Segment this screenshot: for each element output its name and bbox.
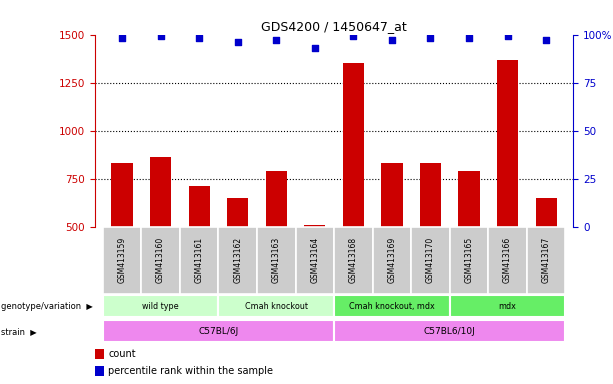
Text: mdx: mdx (498, 302, 517, 311)
Bar (304, 225, 326, 227)
Point (541, 37, 551, 43)
Bar (141, 227, 180, 294)
Bar (150, 157, 171, 227)
Point (387, 37, 397, 43)
Bar (218, 227, 257, 294)
Title: GDS4200 / 1450647_at: GDS4200 / 1450647_at (261, 20, 407, 33)
Text: C57BL/6J: C57BL/6J (198, 327, 238, 336)
Bar (497, 60, 518, 227)
Text: Cmah knockout, mdx: Cmah knockout, mdx (349, 302, 435, 311)
Bar (265, 171, 287, 227)
Point (272, 37, 281, 43)
Point (425, 35, 435, 41)
Bar (257, 227, 295, 294)
Bar (103, 320, 334, 342)
Text: GSM413159: GSM413159 (118, 237, 126, 283)
Text: C57BL6/10J: C57BL6/10J (424, 327, 476, 336)
Text: GSM413165: GSM413165 (465, 237, 474, 283)
Point (117, 35, 127, 41)
Text: GSM413168: GSM413168 (349, 237, 358, 283)
Bar (450, 227, 489, 294)
Bar (95, 349, 104, 359)
Text: Cmah knockout: Cmah knockout (245, 302, 308, 311)
Bar (334, 320, 565, 342)
Text: count: count (109, 349, 136, 359)
Bar (103, 295, 218, 317)
Text: percentile rank within the sample: percentile rank within the sample (109, 366, 273, 376)
Text: GSM413166: GSM413166 (503, 237, 512, 283)
Text: GSM413160: GSM413160 (156, 237, 165, 283)
Point (194, 35, 204, 41)
Bar (536, 198, 557, 227)
Bar (95, 366, 104, 376)
Bar (450, 295, 565, 317)
Text: GSM413167: GSM413167 (542, 237, 550, 283)
Bar (489, 227, 527, 294)
Text: GSM413164: GSM413164 (310, 237, 319, 283)
Text: GSM413162: GSM413162 (233, 237, 242, 283)
Bar (295, 227, 334, 294)
Text: GSM413161: GSM413161 (194, 237, 204, 283)
Text: strain  ▶: strain ▶ (1, 327, 37, 336)
Point (464, 35, 474, 41)
Bar (334, 227, 373, 294)
Text: genotype/variation  ▶: genotype/variation ▶ (1, 302, 93, 311)
Text: wild type: wild type (142, 302, 179, 311)
Text: GSM413163: GSM413163 (272, 237, 281, 283)
Bar (411, 227, 450, 294)
Point (233, 39, 243, 45)
Bar (180, 227, 218, 294)
Bar (103, 227, 141, 294)
Bar (334, 295, 450, 317)
Bar (227, 198, 248, 227)
Point (348, 33, 358, 40)
Bar (527, 227, 565, 294)
Bar (381, 163, 403, 227)
Bar (112, 163, 132, 227)
Bar (218, 295, 334, 317)
Point (310, 45, 320, 51)
Bar (343, 63, 364, 227)
Bar (373, 227, 411, 294)
Bar (189, 186, 210, 227)
Bar (459, 171, 479, 227)
Point (156, 33, 166, 40)
Text: GSM413170: GSM413170 (426, 237, 435, 283)
Point (503, 33, 512, 40)
Text: GSM413169: GSM413169 (387, 237, 397, 283)
Bar (420, 163, 441, 227)
